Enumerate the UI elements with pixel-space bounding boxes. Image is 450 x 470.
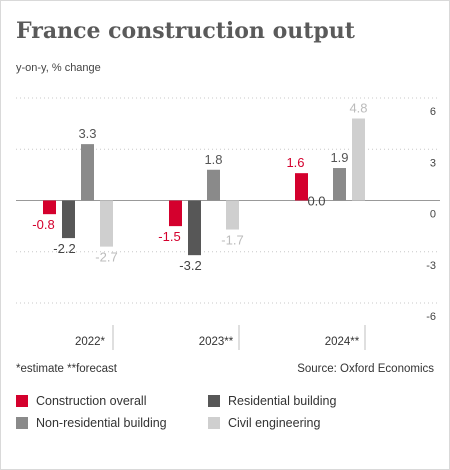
- bar: [43, 200, 56, 215]
- data-label: -2.7: [95, 250, 117, 265]
- data-label: -1.7: [221, 233, 243, 248]
- chart-subtitle: y-on-y, % change: [16, 62, 101, 74]
- bar: [100, 200, 113, 247]
- source-note: Source: Oxford Economics: [297, 363, 434, 375]
- data-label: -0.8: [32, 217, 54, 232]
- y-tick-label: -6: [426, 311, 436, 323]
- data-label: 0.0: [307, 194, 325, 209]
- chart-title: France construction output: [16, 18, 355, 44]
- bar: [333, 168, 346, 201]
- bar: [207, 169, 220, 201]
- bar: [295, 173, 308, 201]
- data-label: 1.8: [204, 152, 222, 167]
- x-tick-label: 2022*: [75, 336, 106, 348]
- data-label: -3.2: [179, 258, 201, 273]
- bar: [226, 200, 239, 230]
- y-tick-label: 6: [430, 106, 436, 118]
- bar: [169, 200, 182, 227]
- bar: [81, 144, 94, 201]
- bar: [62, 200, 75, 239]
- bar: [188, 200, 201, 256]
- data-label: 1.6: [286, 155, 304, 170]
- x-tick-label: 2023**: [199, 336, 234, 348]
- data-label: 4.8: [349, 101, 367, 116]
- data-label: -2.2: [53, 241, 75, 256]
- bar: [352, 118, 365, 201]
- data-label: 3.3: [78, 126, 96, 141]
- footnote: *estimate **forecast: [16, 363, 117, 375]
- data-label: -1.5: [158, 229, 180, 244]
- y-tick-label: -3: [426, 260, 436, 272]
- y-tick-label: 3: [430, 157, 436, 169]
- x-tick-label: 2024**: [325, 336, 360, 348]
- data-label: 1.9: [330, 150, 348, 165]
- y-tick-label: 0: [430, 209, 436, 221]
